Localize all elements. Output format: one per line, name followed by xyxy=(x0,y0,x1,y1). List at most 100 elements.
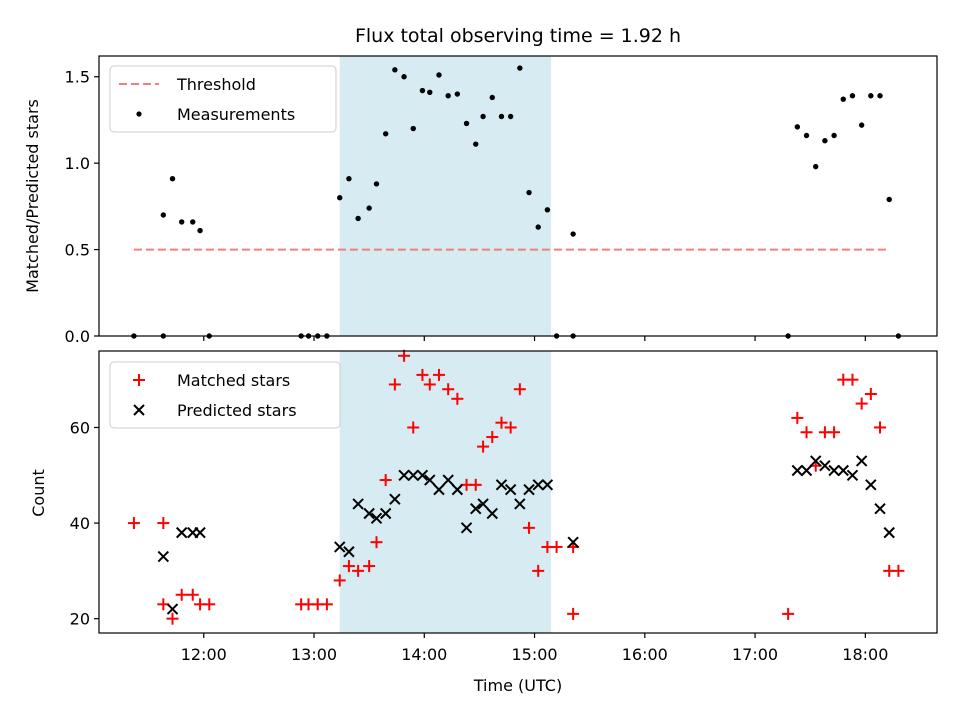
matched-star-point xyxy=(186,588,199,601)
x-tick-label: 12:00 xyxy=(181,645,227,664)
matched-star-point xyxy=(532,564,545,577)
matched-star-point xyxy=(567,607,580,620)
matched-star-point xyxy=(407,421,420,434)
legend-predicted-swatch xyxy=(133,404,145,416)
measurement-point xyxy=(840,96,846,102)
measurement-point xyxy=(427,89,433,95)
predicted-star-point xyxy=(407,469,419,481)
measurement-point xyxy=(436,72,442,78)
x-tick-label: 13:00 xyxy=(291,645,337,664)
bottom-legend-box xyxy=(109,361,341,429)
observing-window-span-bottom xyxy=(339,351,552,633)
measurement-point xyxy=(355,215,361,222)
legend-threshold-label: Threshold xyxy=(176,75,256,94)
matched-star-point xyxy=(127,517,140,530)
measurement-point xyxy=(382,131,389,137)
predicted-star-point xyxy=(442,474,454,486)
matched-star-point xyxy=(352,564,365,577)
predicted-star-point xyxy=(486,507,498,520)
bottom-legend: Matched stars Predicted stars xyxy=(109,361,341,429)
measurement-point xyxy=(337,195,343,201)
bottom-y-axis-label: Count xyxy=(29,469,48,517)
matched-star-point xyxy=(166,612,179,625)
measurement-point xyxy=(373,181,380,187)
predicted-star-point xyxy=(166,603,179,615)
matched-star-point xyxy=(333,574,346,587)
predicted-star-point xyxy=(567,536,579,548)
y-tick-label: 0.5 xyxy=(65,241,90,260)
legend-matched-swatch xyxy=(133,374,145,386)
x-axis-label: Time (UTC) xyxy=(473,676,562,695)
predicted-star-point xyxy=(874,503,886,515)
chart-title: Flux total observing time = 1.92 h xyxy=(355,25,681,47)
matched-star-point xyxy=(892,564,905,577)
predicted-star-point xyxy=(837,464,849,477)
matched-star-point xyxy=(342,560,355,573)
measurement-point xyxy=(831,132,837,139)
measurement-point xyxy=(498,113,505,120)
bottom-plot-frame xyxy=(98,350,938,634)
matched-star-points xyxy=(127,349,905,625)
matched-star-point xyxy=(423,378,436,391)
measurement-point xyxy=(190,219,196,225)
measurement-point xyxy=(507,113,514,120)
predicted-star-point xyxy=(352,498,364,510)
matched-star-point xyxy=(363,560,376,573)
measurement-point xyxy=(178,219,185,225)
predicted-star-point xyxy=(157,550,170,563)
matched-star-point xyxy=(874,421,887,434)
measurement-point xyxy=(489,94,495,101)
measurement-point xyxy=(822,137,828,144)
matched-star-point xyxy=(203,598,216,611)
observing-window-span xyxy=(339,56,552,336)
predicted-star-point xyxy=(504,483,517,496)
measurement-point xyxy=(392,67,398,73)
legend-measurements-label: Measurements xyxy=(177,105,295,124)
matched-star-point xyxy=(379,474,392,487)
predicted-star-point xyxy=(828,464,840,477)
predicted-star-point xyxy=(416,469,429,481)
measurement-point xyxy=(858,122,865,128)
matched-star-point xyxy=(432,368,445,381)
matched-star-point xyxy=(791,411,804,424)
matched-star-point xyxy=(477,440,490,453)
y-tick-label: 20 xyxy=(70,610,90,629)
top-y-axis: 0.0 0.5 1.0 1.5 xyxy=(65,68,99,346)
predicted-star-point xyxy=(343,546,355,558)
measurement-point xyxy=(346,176,352,182)
matched-star-point xyxy=(800,426,813,439)
measurement-point xyxy=(160,212,167,218)
matched-star-point xyxy=(388,378,401,391)
measurement-point xyxy=(877,93,883,99)
matched-star-point xyxy=(550,540,563,553)
predicted-star-point xyxy=(175,526,188,539)
x-tick-label: 15:00 xyxy=(511,645,557,664)
measurement-point xyxy=(803,132,810,139)
predicted-star-point xyxy=(846,469,859,481)
measurement-point xyxy=(544,207,551,213)
measurement-point xyxy=(445,93,451,99)
matched-star-point xyxy=(846,373,859,386)
x-tick-label: 14:00 xyxy=(401,645,447,664)
measurement-point xyxy=(454,91,461,97)
matched-star-point xyxy=(451,392,464,405)
predicted-star-point xyxy=(541,479,554,491)
matched-star-point xyxy=(513,383,526,396)
matched-star-point xyxy=(782,607,795,620)
matched-star-point xyxy=(523,521,536,534)
measurement-point xyxy=(813,163,819,170)
matched-star-point xyxy=(504,421,517,434)
count-panel: 20 40 60 12:00 13:00 14:00 15:00 16:00 17:00 18:… xyxy=(29,349,938,695)
top-legend-box xyxy=(109,65,337,133)
predicted-star-point xyxy=(800,464,813,477)
predicted-star-point xyxy=(194,526,206,539)
measurement-point xyxy=(169,176,176,182)
measurement-point xyxy=(526,189,532,196)
predicted-star-point xyxy=(883,526,895,539)
measurement-points xyxy=(131,65,902,339)
measurement-point xyxy=(410,125,416,132)
bottom-y-axis: 20 40 60 xyxy=(70,418,99,629)
y-tick-label: 1.0 xyxy=(65,154,90,173)
predicted-star-point xyxy=(855,455,868,467)
matched-star-point xyxy=(495,416,508,429)
